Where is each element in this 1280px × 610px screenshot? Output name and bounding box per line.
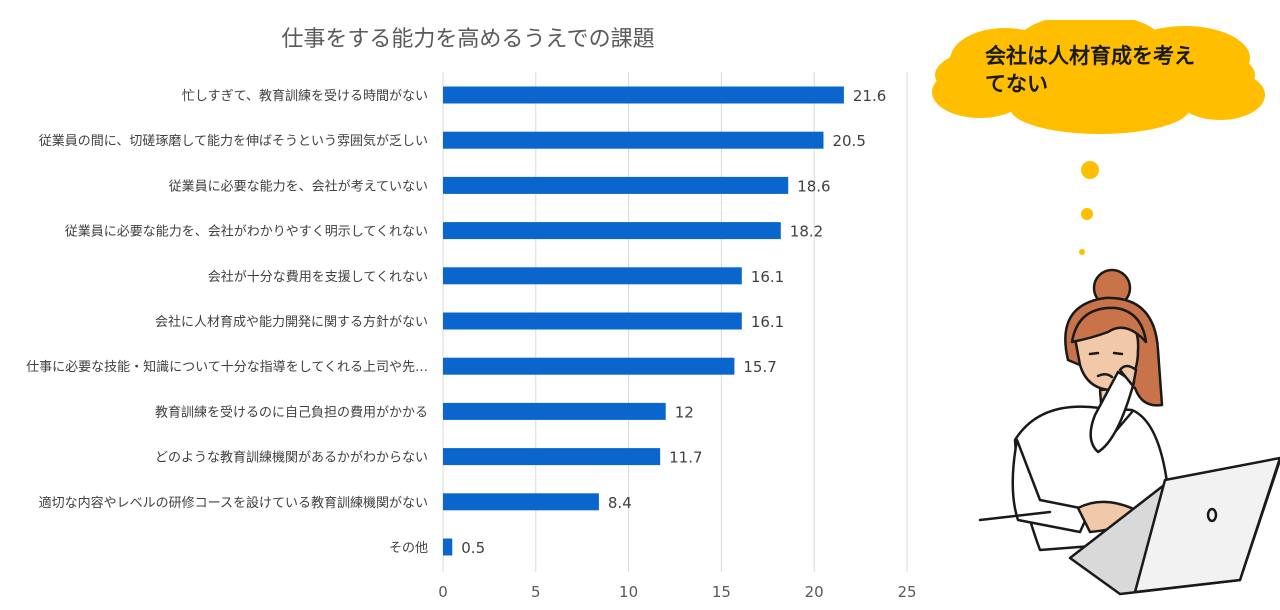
category-label: 従業員の間に、切磋琢磨して能力を伸ばそうという雰囲気が乏しい [39,133,428,149]
category-label: 会社が十分な費用を支援してくれない [208,269,428,285]
value-label: 21.6 [853,87,886,105]
value-label: 16.1 [751,268,784,286]
x-tick-label: 25 [897,583,916,601]
laptop-icon [1068,456,1280,596]
category-label: 従業員に必要な能力を、会社がわかりやすく明示してくれない [65,224,428,240]
bar [443,267,742,285]
value-label: 18.2 [790,223,823,241]
bar [443,493,599,511]
category-label: 従業員に必要な能力を、会社が考えていない [169,178,428,194]
x-tick-label: 15 [712,583,731,601]
bar [443,448,661,466]
bar [443,312,742,330]
bar [443,222,781,240]
bar [443,402,666,420]
thought-cloud [932,20,1265,255]
category-label: 教育訓練を受けるのに自己負担の費用がかかる [155,404,428,420]
value-label: 20.5 [832,132,865,150]
value-label: 16.1 [751,313,784,331]
category-label: 会社に人材育成や能力開発に関する方針がない [155,314,428,330]
value-label: 12 [675,403,694,421]
category-label: 忙しすぎて、教育訓練を受ける時間がない [182,88,428,104]
x-tick-label: 10 [619,583,638,601]
bar [443,86,844,104]
value-label: 8.4 [608,494,632,512]
x-tick-label: 20 [805,583,824,601]
value-label: 11.7 [669,449,702,467]
category-label: 仕事に必要な技能・知識について十分な指導をしてくれる上司や先… [26,359,428,375]
x-tick-label: 0 [438,583,448,601]
value-label: 18.6 [797,177,830,195]
bar-chart: 仕事をする能力を高めるうえでの課題 忙しすぎて、教育訓練を受ける時間がない従業員… [26,27,916,601]
bar [443,176,789,194]
value-labels: 21.6 20.5 18.6 18.2 16.1 16.1 15.7 12 11.7 8.4 0.5 [461,87,886,557]
chart-title: 仕事をする能力を高めるうえでの課題 [281,27,654,52]
bar [443,357,735,375]
thought-bubble-text: 会社は人材育成を考えてない [985,44,1195,96]
value-label: 0.5 [461,539,485,557]
x-axis-ticks: 0 5 10 15 20 25 [438,583,916,601]
category-labels: 忙しすぎて、教育訓練を受ける時間がない従業員の間に、切磋琢磨して能力を伸ばそうと… [26,88,428,556]
bars [443,86,844,556]
category-label: 適切な内容やレベルの研修コースを設けている教育訓練機関がない [39,495,428,511]
category-label: その他 [389,541,428,556]
bar [443,538,453,556]
worried-woman-illustration [932,20,1280,596]
value-label: 15.7 [743,358,776,376]
x-tick-label: 5 [531,583,541,601]
bar [443,131,824,149]
category-label: どのような教育訓練機関があるかがわからない [155,450,428,466]
